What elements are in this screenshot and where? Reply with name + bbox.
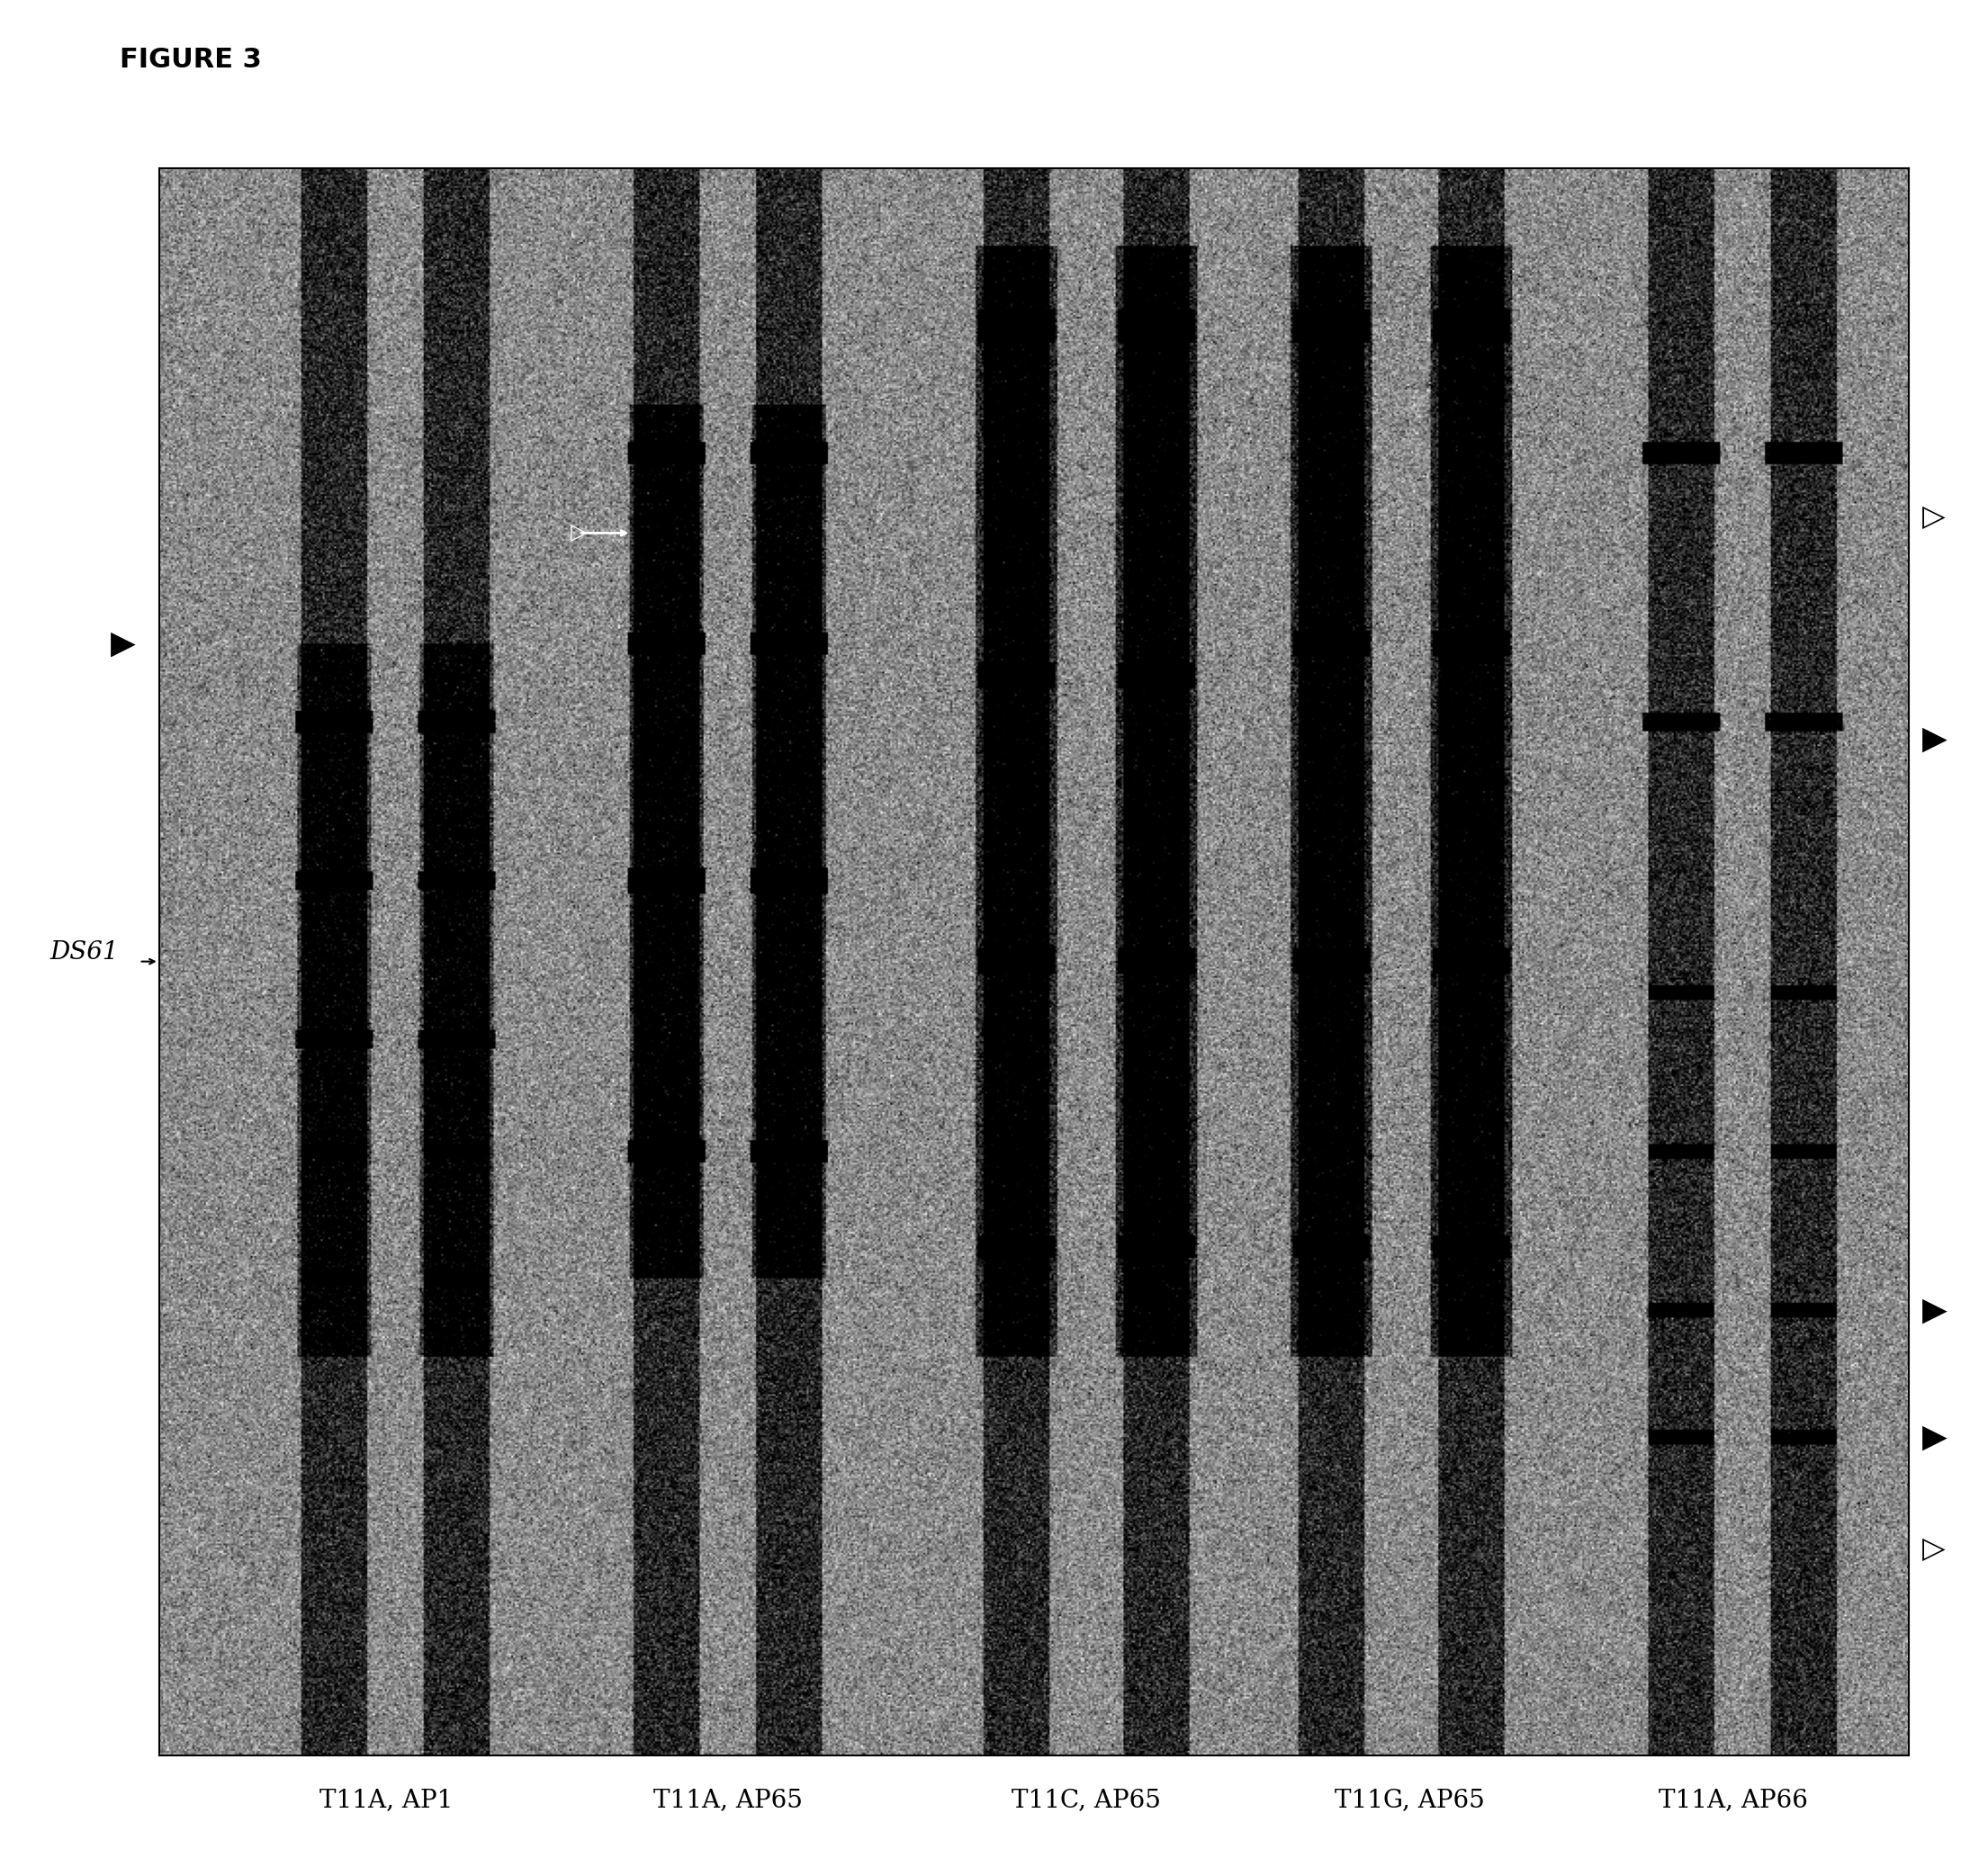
Text: T11A, AP65: T11A, AP65 <box>652 1787 803 1813</box>
Text: ▷: ▷ <box>571 523 588 543</box>
Text: ▷: ▷ <box>1922 1535 1946 1563</box>
Text: ▶: ▶ <box>1922 724 1948 754</box>
Text: ▶: ▶ <box>1922 1423 1948 1453</box>
Text: ▶: ▶ <box>109 629 135 659</box>
Text: FIGURE 3: FIGURE 3 <box>119 47 260 73</box>
Text: T11C, AP65: T11C, AP65 <box>1012 1787 1161 1813</box>
Text: ▶: ▶ <box>1922 1296 1948 1326</box>
Text: DS61: DS61 <box>50 939 119 965</box>
Text: ▷: ▷ <box>1922 502 1946 532</box>
Text: T11G, AP65: T11G, AP65 <box>1334 1787 1485 1813</box>
Text: T11A, AP1: T11A, AP1 <box>320 1787 453 1813</box>
Text: T11A, AP66: T11A, AP66 <box>1658 1787 1809 1813</box>
